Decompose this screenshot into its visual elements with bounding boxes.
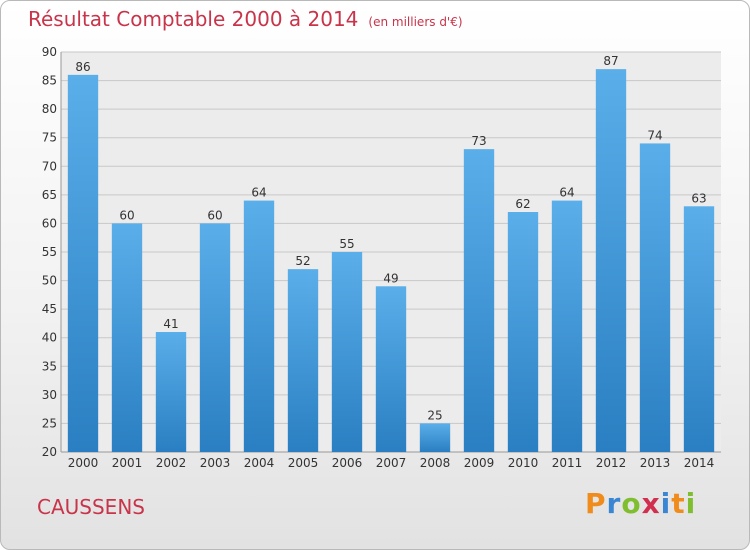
bar: [551, 200, 583, 452]
commune-name: CAUSSENS: [37, 495, 145, 519]
bar: [419, 423, 451, 452]
bar: [683, 206, 715, 452]
x-tick-label: 2000: [68, 456, 99, 470]
x-tick-label: 2005: [288, 456, 319, 470]
bar: [155, 332, 187, 452]
data-label: 55: [339, 237, 354, 251]
y-tick-label: 20: [42, 445, 57, 459]
data-label: 25: [427, 408, 442, 422]
x-tick-label: 2007: [376, 456, 407, 470]
data-label: 62: [515, 197, 530, 211]
y-tick-label: 90: [42, 45, 57, 59]
x-tick-label: 2009: [464, 456, 495, 470]
y-tick-label: 25: [42, 416, 57, 430]
y-tick-label: 35: [42, 359, 57, 373]
bar: [199, 223, 231, 452]
data-label: 64: [251, 186, 266, 200]
data-label: 63: [691, 191, 706, 205]
y-tick-label: 55: [42, 245, 57, 259]
title-text: Résultat Comptable 2000 à 2014: [28, 7, 359, 31]
x-tick-label: 2003: [200, 456, 231, 470]
bar: [243, 200, 275, 452]
bar: [595, 69, 627, 453]
y-tick-label: 40: [42, 331, 57, 345]
bar: [463, 149, 495, 452]
x-tick-label: 2001: [112, 456, 143, 470]
data-label: 49: [383, 271, 398, 285]
bar: [111, 223, 143, 452]
x-tick-label: 2008: [420, 456, 451, 470]
bar: [375, 286, 407, 452]
y-tick-label: 85: [42, 74, 57, 88]
x-tick-label: 2011: [552, 456, 583, 470]
bar: [331, 252, 363, 452]
data-label: 60: [207, 208, 222, 222]
x-tick-label: 2010: [508, 456, 539, 470]
x-tick-label: 2012: [596, 456, 627, 470]
y-tick-label: 60: [42, 216, 57, 230]
bar: [67, 74, 99, 452]
bar: [287, 269, 319, 452]
data-label: 74: [647, 128, 662, 142]
y-tick-label: 70: [42, 159, 57, 173]
y-tick-label: 80: [42, 102, 57, 116]
bar: [639, 143, 671, 452]
chart-title: Résultat Comptable 2000 à 2014 (en millie…: [28, 7, 463, 31]
x-tick-label: 2013: [640, 456, 671, 470]
x-tick-label: 2004: [244, 456, 275, 470]
y-tick-label: 65: [42, 188, 57, 202]
y-tick-label: 45: [42, 302, 57, 316]
data-label: 86: [75, 60, 90, 74]
x-tick-label: 2014: [684, 456, 715, 470]
unit-note: (en milliers d'€): [368, 15, 463, 29]
bar: [507, 212, 539, 452]
y-tick-label: 50: [42, 274, 57, 288]
x-tick-label: 2002: [156, 456, 187, 470]
y-tick-label: 75: [42, 131, 57, 145]
proxiti-logo: Proxiti: [585, 487, 697, 520]
data-label: 41: [163, 317, 178, 331]
data-label: 87: [603, 54, 618, 68]
data-label: 64: [559, 186, 574, 200]
x-tick-label: 2006: [332, 456, 363, 470]
y-tick-label: 30: [42, 388, 57, 402]
data-label: 60: [119, 208, 134, 222]
data-label: 73: [471, 134, 486, 148]
data-label: 52: [295, 254, 310, 268]
